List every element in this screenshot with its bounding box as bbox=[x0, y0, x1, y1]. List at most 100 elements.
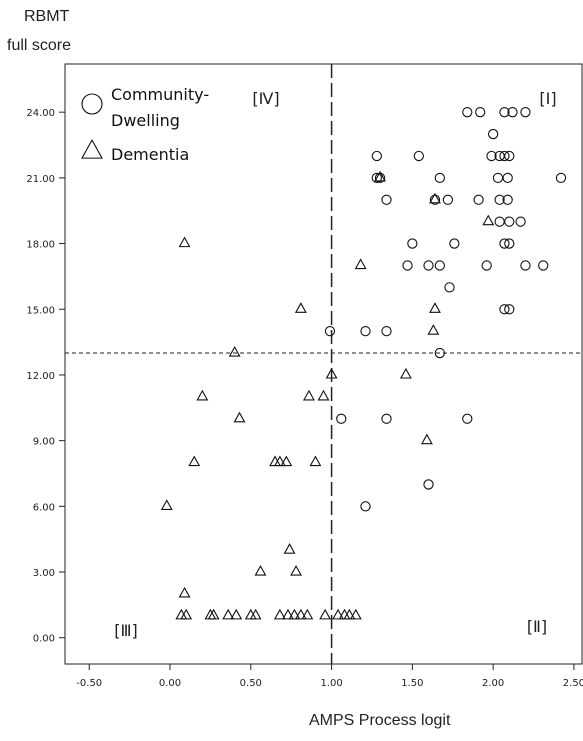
data-point-dementia bbox=[309, 455, 322, 467]
data-point-dementia bbox=[273, 608, 286, 620]
data-point-dementia bbox=[254, 564, 267, 576]
data-point-community-dwelling bbox=[481, 260, 492, 271]
data-point-community-dwelling bbox=[407, 238, 418, 249]
data-point-community-dwelling bbox=[487, 128, 499, 140]
data-point-community-dwelling bbox=[520, 260, 531, 271]
y-tick-label: 3.00 bbox=[33, 568, 55, 579]
quadrant-label-bottom-right: [Ⅱ] bbox=[527, 617, 547, 636]
quadrant-label-top-right: [Ⅰ] bbox=[539, 89, 556, 108]
data-point-community-dwelling bbox=[538, 260, 549, 271]
data-point-dementia bbox=[230, 608, 243, 620]
data-point-community-dwelling bbox=[504, 150, 515, 162]
legend-label-dementia: Dementia bbox=[111, 145, 189, 164]
data-point-community-dwelling bbox=[444, 282, 455, 293]
data-point-community-dwelling bbox=[504, 238, 515, 249]
data-point-dementia bbox=[294, 608, 307, 620]
data-point-dementia bbox=[160, 499, 173, 510]
data-point-community-dwelling bbox=[462, 413, 473, 424]
data-point-dementia bbox=[420, 433, 433, 445]
data-point-community-dwelling bbox=[499, 150, 510, 162]
y-tick-label: 6.00 bbox=[33, 502, 55, 513]
y-tick-label: 9.00 bbox=[33, 437, 55, 448]
x-tick-label: 0.00 bbox=[159, 678, 181, 689]
data-point-community-dwelling bbox=[442, 194, 454, 205]
x-tick-label: -0.50 bbox=[76, 678, 102, 689]
data-point-community-dwelling bbox=[555, 172, 567, 184]
data-point-community-dwelling bbox=[520, 107, 531, 118]
data-point-dementia bbox=[317, 389, 330, 401]
data-point-dementia bbox=[249, 608, 262, 620]
data-point-community-dwelling bbox=[507, 107, 518, 118]
data-point-dementia bbox=[290, 564, 302, 576]
data-point-community-dwelling bbox=[499, 107, 510, 118]
y-tick-label: 18.00 bbox=[26, 240, 55, 251]
data-point-community-dwelling bbox=[423, 479, 434, 490]
legend-label-community-line-2: Dwelling bbox=[111, 111, 180, 130]
data-point-dementia bbox=[427, 324, 440, 335]
data-point-dementia bbox=[180, 608, 193, 620]
data-point-dementia bbox=[294, 302, 307, 313]
data-point-community-dwelling bbox=[504, 216, 515, 227]
data-point-dementia bbox=[429, 192, 441, 204]
y-tick-label: 21.00 bbox=[26, 174, 55, 185]
data-point-community-dwelling bbox=[462, 107, 473, 118]
data-point-community-dwelling bbox=[502, 194, 513, 205]
data-point-dementia bbox=[233, 411, 246, 423]
data-point-community-dwelling bbox=[371, 172, 382, 184]
data-point-community-dwelling bbox=[324, 326, 336, 337]
x-tick-label: 1.00 bbox=[320, 678, 342, 689]
data-point-dementia bbox=[319, 608, 332, 620]
plot-frame bbox=[64, 63, 583, 665]
data-point-dementia bbox=[273, 455, 286, 467]
y-tick-label: 12.00 bbox=[26, 371, 55, 382]
data-point-community-dwelling bbox=[381, 194, 392, 205]
data-point-community-dwelling bbox=[515, 216, 526, 227]
data-point-community-dwelling bbox=[434, 347, 445, 359]
legend-circle-marker bbox=[81, 93, 103, 115]
data-point-dementia bbox=[222, 608, 235, 620]
data-point-community-dwelling bbox=[360, 501, 371, 512]
data-point-dementia bbox=[399, 367, 412, 379]
data-point-dementia bbox=[178, 586, 191, 598]
y-tick-label: 24.00 bbox=[26, 108, 55, 119]
data-point-dementia bbox=[207, 608, 220, 620]
quadrant-label-top-left: [Ⅳ] bbox=[252, 89, 279, 108]
y-axis-title-line-2: full score bbox=[7, 37, 72, 54]
data-point-dementia bbox=[349, 608, 362, 620]
data-point-dementia bbox=[178, 236, 191, 248]
data-point-community-dwelling bbox=[504, 304, 515, 315]
data-point-community-dwelling bbox=[371, 150, 382, 162]
data-point-community-dwelling bbox=[475, 107, 486, 118]
data-point-dementia bbox=[301, 608, 314, 620]
data-point-dementia bbox=[482, 214, 495, 226]
data-point-dementia bbox=[283, 543, 296, 554]
data-point-community-dwelling bbox=[449, 238, 460, 249]
legend-label-community-line-1: Community- bbox=[111, 85, 209, 104]
data-point-community-dwelling bbox=[434, 172, 445, 184]
data-point-dementia bbox=[332, 608, 344, 620]
data-point-dementia bbox=[325, 367, 338, 379]
x-tick-label: 2.50 bbox=[563, 678, 583, 689]
data-point-dementia bbox=[288, 608, 301, 620]
data-point-community-dwelling bbox=[374, 172, 386, 184]
data-point-community-dwelling bbox=[499, 238, 510, 249]
y-axis-title-line-1: RBMT bbox=[24, 8, 70, 25]
data-point-dementia bbox=[282, 608, 294, 620]
data-point-community-dwelling bbox=[423, 260, 434, 271]
data-point-community-dwelling bbox=[499, 304, 510, 315]
x-tick-label: 2.00 bbox=[482, 678, 504, 689]
data-point-dementia bbox=[196, 389, 209, 401]
x-tick-label: 1.50 bbox=[401, 678, 423, 689]
data-point-community-dwelling bbox=[429, 194, 441, 205]
data-point-dementia bbox=[429, 302, 441, 313]
data-point-community-dwelling bbox=[434, 260, 445, 271]
data-point-community-dwelling bbox=[336, 413, 347, 424]
data-point-dementia bbox=[280, 455, 293, 467]
data-point-dementia bbox=[188, 455, 201, 467]
data-point-dementia bbox=[354, 258, 367, 270]
x-tick-label: 0.50 bbox=[240, 678, 262, 689]
data-point-dementia bbox=[374, 170, 386, 182]
data-point-community-dwelling bbox=[402, 260, 413, 271]
